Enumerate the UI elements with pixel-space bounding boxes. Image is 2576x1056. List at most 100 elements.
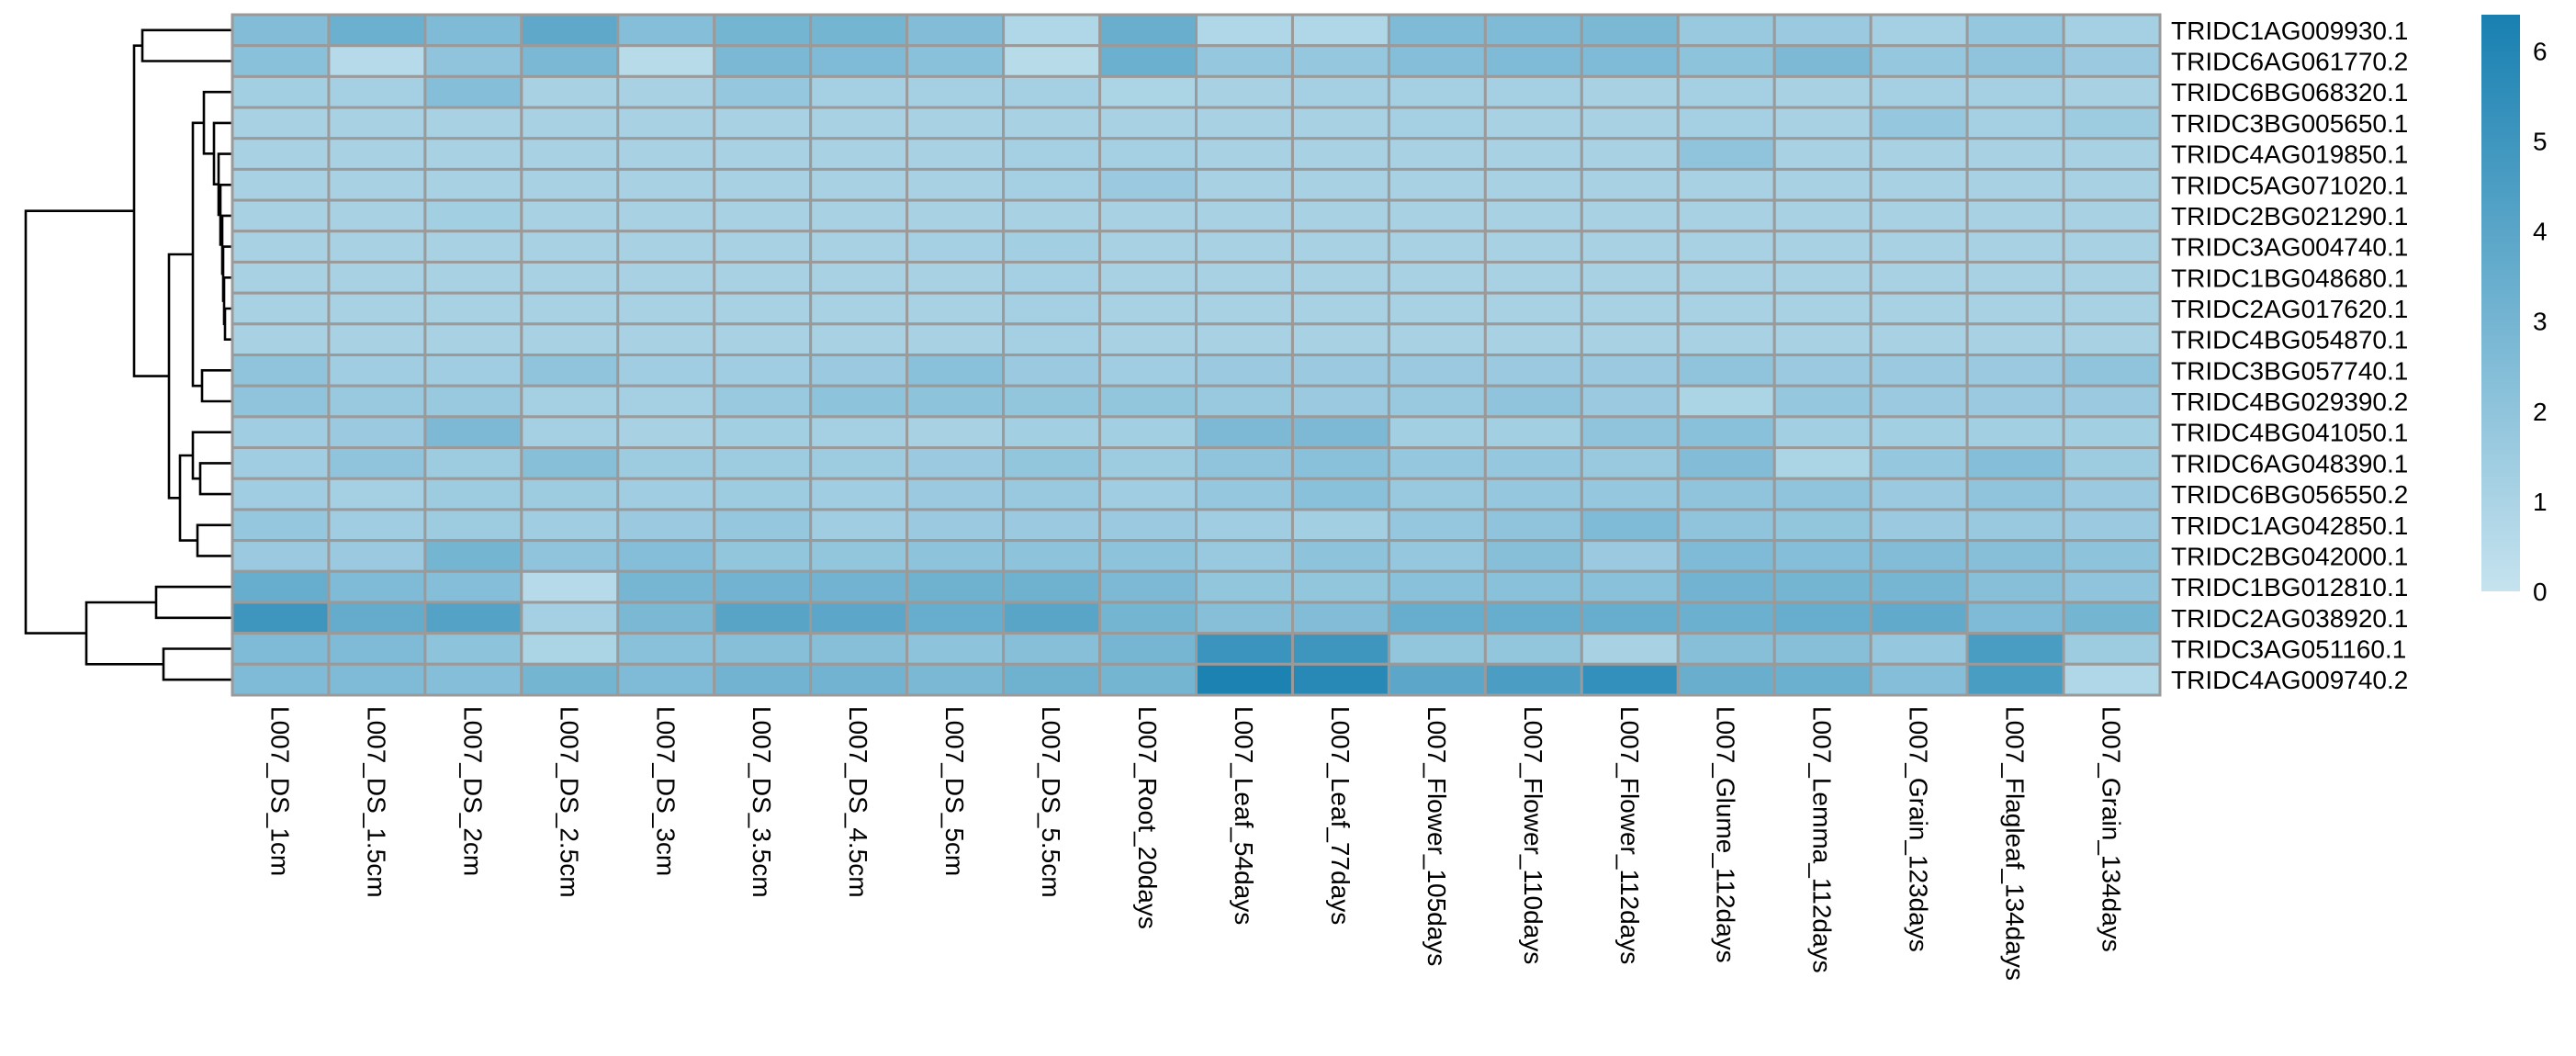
heatmap-cell (1676, 106, 1776, 140)
heatmap-cell (1195, 354, 1294, 388)
heatmap-cell (520, 260, 620, 295)
heatmap-cell (231, 384, 331, 419)
heatmap-cell (1290, 508, 1390, 543)
heatmap-cell (1676, 167, 1776, 202)
heatmap-cell (1483, 477, 1583, 511)
heatmap-cell (1098, 446, 1198, 480)
heatmap-cell (1965, 569, 2065, 604)
heatmap-cell (1098, 260, 1198, 295)
heatmap-cell (231, 106, 331, 140)
heatmap-cell (1676, 137, 1776, 171)
heatmap-cell (1869, 508, 1969, 543)
heatmap-cell (1965, 230, 2065, 264)
heatmap-cell (520, 569, 620, 604)
heatmap-cell (1483, 415, 1583, 450)
heatmap-cell (1965, 446, 2065, 480)
legend-tick-label: 6 (2533, 37, 2548, 65)
column-label: L007_Flower_112days (1615, 706, 1644, 964)
heatmap-cell (1195, 13, 1294, 48)
heatmap-cell (713, 477, 813, 511)
heatmap-cell (1869, 354, 1969, 388)
heatmap-cell (616, 384, 716, 419)
heatmap-cell (1002, 415, 1102, 450)
heatmap-cell (327, 477, 427, 511)
heatmap-cell (520, 539, 620, 573)
heatmap-cell (1676, 230, 1776, 264)
heatmap-cell (1965, 384, 2065, 419)
row-label: TRIDC2AG017620.1 (2171, 295, 2408, 323)
row-label: TRIDC2BG021290.1 (2171, 202, 2408, 230)
heatmap-cell (1483, 508, 1583, 543)
heatmap-cell (1869, 539, 1969, 573)
heatmap-cell (1965, 106, 2065, 140)
heatmap-cell (231, 477, 331, 511)
heatmap-cell (1098, 384, 1198, 419)
heatmap-cell (327, 74, 427, 109)
heatmap-cell (1098, 415, 1198, 450)
heatmap-cell (1195, 662, 1294, 697)
heatmap-cell (2062, 632, 2162, 666)
heatmap-cell (1483, 74, 1583, 109)
heatmap-cell (616, 322, 716, 357)
dendrogram-branch (200, 369, 232, 403)
row-label: TRIDC1AG009930.1 (2171, 17, 2408, 45)
heatmap-cell (1676, 260, 1776, 295)
heatmap-cell (1002, 13, 1102, 48)
heatmap-cell (1676, 13, 1776, 48)
heatmap-cells (231, 13, 2162, 697)
heatmap-cell (1098, 167, 1198, 202)
heatmap-cell (616, 198, 716, 233)
heatmap-cell (1002, 230, 1102, 264)
heatmap-cell (520, 477, 620, 511)
heatmap-cell (423, 508, 523, 543)
heatmap-cell (231, 415, 331, 450)
heatmap-cell (1965, 354, 2065, 388)
row-label: TRIDC2AG038920.1 (2171, 604, 2408, 633)
heatmap-cell (1965, 632, 2065, 666)
heatmap-cell (1002, 508, 1102, 543)
heatmap-cell (1098, 539, 1198, 573)
heatmap-cell (809, 632, 909, 666)
heatmap-cell (1580, 662, 1680, 697)
heatmap-cell (1098, 291, 1198, 326)
heatmap-cell (1772, 662, 1873, 697)
heatmap-cell (520, 106, 620, 140)
heatmap-cell (423, 291, 523, 326)
heatmap-cell (713, 74, 813, 109)
heatmap-cell (423, 137, 523, 171)
heatmap-cell (327, 446, 427, 480)
heatmap-cell (1965, 539, 2065, 573)
heatmap-cell (1002, 137, 1102, 171)
heatmap-cell (327, 291, 427, 326)
heatmap-cell (1965, 508, 2065, 543)
heatmap-cell (2062, 13, 2162, 48)
heatmap-cell (327, 415, 427, 450)
heatmap-cell (1580, 384, 1680, 419)
heatmap-cell (1290, 569, 1390, 604)
heatmap-cell (1195, 74, 1294, 109)
heatmap-cell (1290, 384, 1390, 419)
heatmap-cell (231, 291, 331, 326)
row-label: TRIDC4AG019850.1 (2171, 140, 2408, 169)
heatmap-cell (1195, 384, 1294, 419)
heatmap-cell (1580, 322, 1680, 357)
heatmap-cell (1676, 415, 1776, 450)
heatmap-cell (713, 632, 813, 666)
heatmap-cell (1965, 137, 2065, 171)
heatmap-cell (1387, 539, 1487, 573)
heatmap-cell (423, 569, 523, 604)
heatmap-cell (1002, 446, 1102, 480)
heatmap-cell (327, 198, 427, 233)
heatmap-cell (906, 230, 1006, 264)
heatmap-cell (1098, 74, 1198, 109)
heatmap-cell (1483, 354, 1583, 388)
heatmap-cell (1483, 137, 1583, 171)
heatmap-cell (1965, 44, 2065, 78)
heatmap-cell (1195, 230, 1294, 264)
heatmap-cell (616, 354, 716, 388)
heatmap-cell (713, 291, 813, 326)
heatmap-cell (616, 477, 716, 511)
heatmap-cell (809, 106, 909, 140)
heatmap-cell (327, 230, 427, 264)
heatmap-cell (713, 415, 813, 450)
